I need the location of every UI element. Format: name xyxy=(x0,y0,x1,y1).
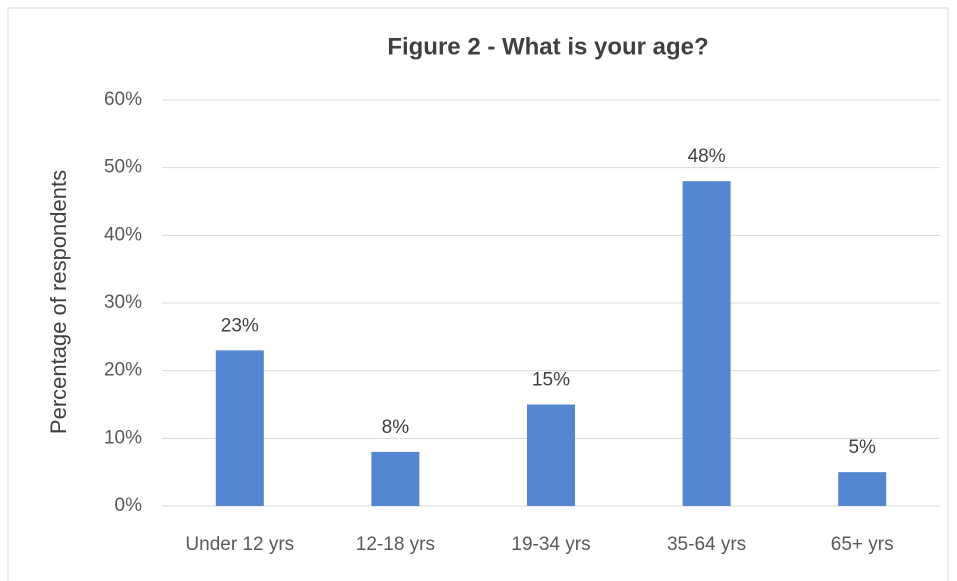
y-tick-label: 0% xyxy=(115,495,143,516)
x-tick-label: 19-34 yrs xyxy=(511,534,590,555)
data-label: 23% xyxy=(221,315,259,336)
y-tick-label: 40% xyxy=(104,224,142,245)
y-tick-label: 10% xyxy=(104,427,142,448)
bar xyxy=(838,472,887,506)
data-label: 15% xyxy=(532,370,570,391)
x-tick-label: 12-18 yrs xyxy=(356,534,435,555)
bar xyxy=(215,350,264,506)
x-tick-label: 65+ yrs xyxy=(831,534,894,555)
x-tick-label: 35-64 yrs xyxy=(667,534,746,555)
data-label: 48% xyxy=(688,146,726,167)
bar xyxy=(527,404,575,506)
bar xyxy=(371,451,420,506)
bar xyxy=(682,181,731,506)
chart-title: Figure 2 - What is your age? xyxy=(387,33,708,60)
data-label: 8% xyxy=(382,417,410,438)
y-tick-label: 30% xyxy=(104,292,142,313)
x-tick-label: Under 12 yrs xyxy=(185,534,294,555)
y-tick-label: 20% xyxy=(104,360,142,381)
y-axis-label: Percentage of respondents xyxy=(46,170,71,434)
y-tick-label: 60% xyxy=(104,89,142,110)
y-tick-label: 50% xyxy=(104,157,142,178)
chart-border xyxy=(7,7,949,581)
data-label: 5% xyxy=(848,437,876,458)
